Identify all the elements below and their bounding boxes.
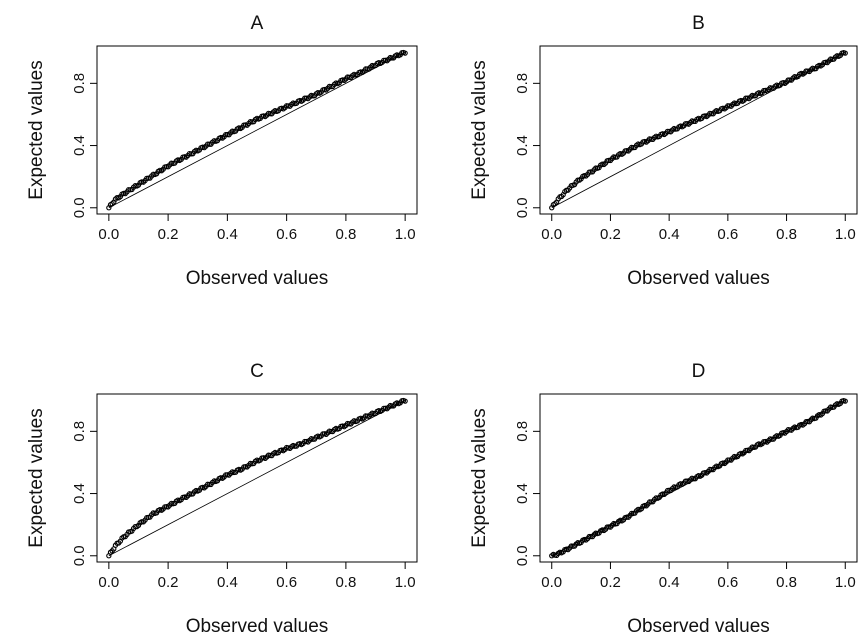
- x-axis-label: Observed values: [627, 616, 770, 635]
- x-tick-label: 0.6: [276, 574, 297, 591]
- chart-panel: B 0.0 0.2 0.4 0.6 0.8 1.0 0.0 0.4 0.8 Observed val…: [469, 13, 858, 289]
- y-axis-label: Expected values: [26, 408, 47, 547]
- series-points: [106, 49, 408, 211]
- series-points: [549, 398, 848, 559]
- x-tick-label: 0.2: [600, 226, 621, 243]
- x-tick-label: 0.4: [217, 574, 238, 591]
- x-tick-label: 0.4: [659, 226, 680, 243]
- y-tick-label: 0.8: [71, 421, 88, 442]
- x-tick-label: 0.2: [158, 574, 179, 591]
- plot-frame: [96, 393, 418, 563]
- x-tick-label: 1.0: [835, 574, 856, 591]
- x-tick-label: 0.6: [717, 226, 738, 243]
- data-point: [586, 533, 592, 540]
- data-point: [743, 95, 749, 101]
- x-axis-label: Observed values: [186, 616, 329, 635]
- y-tick-label: 0.0: [71, 545, 88, 566]
- data-point: [842, 398, 848, 404]
- x-tick-label: 0.6: [276, 226, 297, 243]
- reference-line: [108, 51, 406, 209]
- chart-title: A: [251, 13, 264, 34]
- x-tick-label: 0.4: [659, 574, 680, 591]
- chart-panel: C 0.0 0.2 0.4 0.6 0.8 1.0 0.0 0.4 0.8 Observed val…: [26, 361, 418, 635]
- chart-title: B: [692, 13, 705, 34]
- data-point: [402, 398, 408, 404]
- y-tick-label: 0.0: [71, 197, 88, 218]
- x-tick-label: 0.8: [335, 574, 356, 591]
- x-tick-label: 0.6: [717, 574, 738, 591]
- data-point: [402, 50, 408, 56]
- y-tick-label: 0.4: [514, 135, 531, 156]
- y-tick-label: 0.8: [514, 73, 531, 94]
- x-tick-label: 0.0: [541, 574, 562, 591]
- chart-title: D: [692, 361, 706, 382]
- x-axis: 0.0 0.2 0.4 0.6 0.8 1.0: [541, 214, 856, 243]
- y-tick-label: 0.4: [514, 483, 531, 504]
- x-tick-label: 0.0: [98, 574, 119, 591]
- plot-frame: [539, 393, 858, 563]
- data-point: [125, 187, 132, 193]
- x-axis: 0.0 0.2 0.4 0.6 0.8 1.0: [541, 562, 856, 591]
- x-tick-label: 0.2: [158, 226, 179, 243]
- y-tick-label: 0.0: [514, 545, 531, 566]
- y-tick-label: 0.8: [71, 73, 88, 94]
- chart-title: C: [250, 361, 264, 382]
- x-tick-label: 0.8: [776, 574, 797, 591]
- x-axis: 0.0 0.2 0.4 0.6 0.8 1.0: [98, 214, 416, 243]
- x-axis-label: Observed values: [627, 268, 770, 289]
- x-tick-label: 0.8: [776, 226, 797, 243]
- y-axis: 0.0 0.4 0.8: [514, 421, 540, 566]
- y-axis: 0.0 0.4 0.8: [71, 421, 97, 566]
- plot-frame: [539, 45, 858, 215]
- y-axis-label: Expected values: [26, 60, 47, 199]
- series-points: [106, 397, 408, 559]
- x-tick-label: 1.0: [835, 226, 856, 243]
- data-point: [725, 457, 731, 463]
- y-axis: 0.0 0.4 0.8: [514, 73, 540, 218]
- y-tick-label: 0.4: [71, 483, 88, 504]
- series-points: [549, 50, 848, 211]
- y-axis: 0.0 0.4 0.8: [71, 73, 97, 218]
- data-point: [302, 438, 308, 445]
- x-axis: 0.0 0.2 0.4 0.6 0.8 1.0: [98, 562, 416, 591]
- chart-panel: A 0.0 0.2 0.4 0.6 0.8 1.0 0.0 0.4 0.8 Observed val…: [26, 13, 418, 289]
- y-tick-label: 0.0: [514, 197, 531, 218]
- x-tick-label: 1.0: [395, 574, 416, 591]
- data-point: [842, 50, 848, 56]
- x-tick-label: 0.0: [98, 226, 119, 243]
- y-axis-label: Expected values: [469, 60, 490, 199]
- x-tick-label: 0.2: [600, 574, 621, 591]
- x-tick-label: 1.0: [395, 226, 416, 243]
- plot-frame: [96, 45, 418, 215]
- x-tick-label: 0.8: [335, 226, 356, 243]
- chart-panel: D 0.0 0.2 0.4 0.6 0.8 1.0 0.0 0.4 0.8 Observed val…: [469, 361, 858, 635]
- x-tick-label: 0.4: [217, 226, 238, 243]
- reference-line: [108, 399, 406, 557]
- x-axis-label: Observed values: [186, 268, 329, 289]
- data-point: [302, 95, 308, 101]
- y-tick-label: 0.8: [514, 421, 531, 442]
- y-axis-label: Expected values: [469, 408, 490, 547]
- y-tick-label: 0.4: [71, 135, 88, 156]
- x-tick-label: 0.0: [541, 226, 562, 243]
